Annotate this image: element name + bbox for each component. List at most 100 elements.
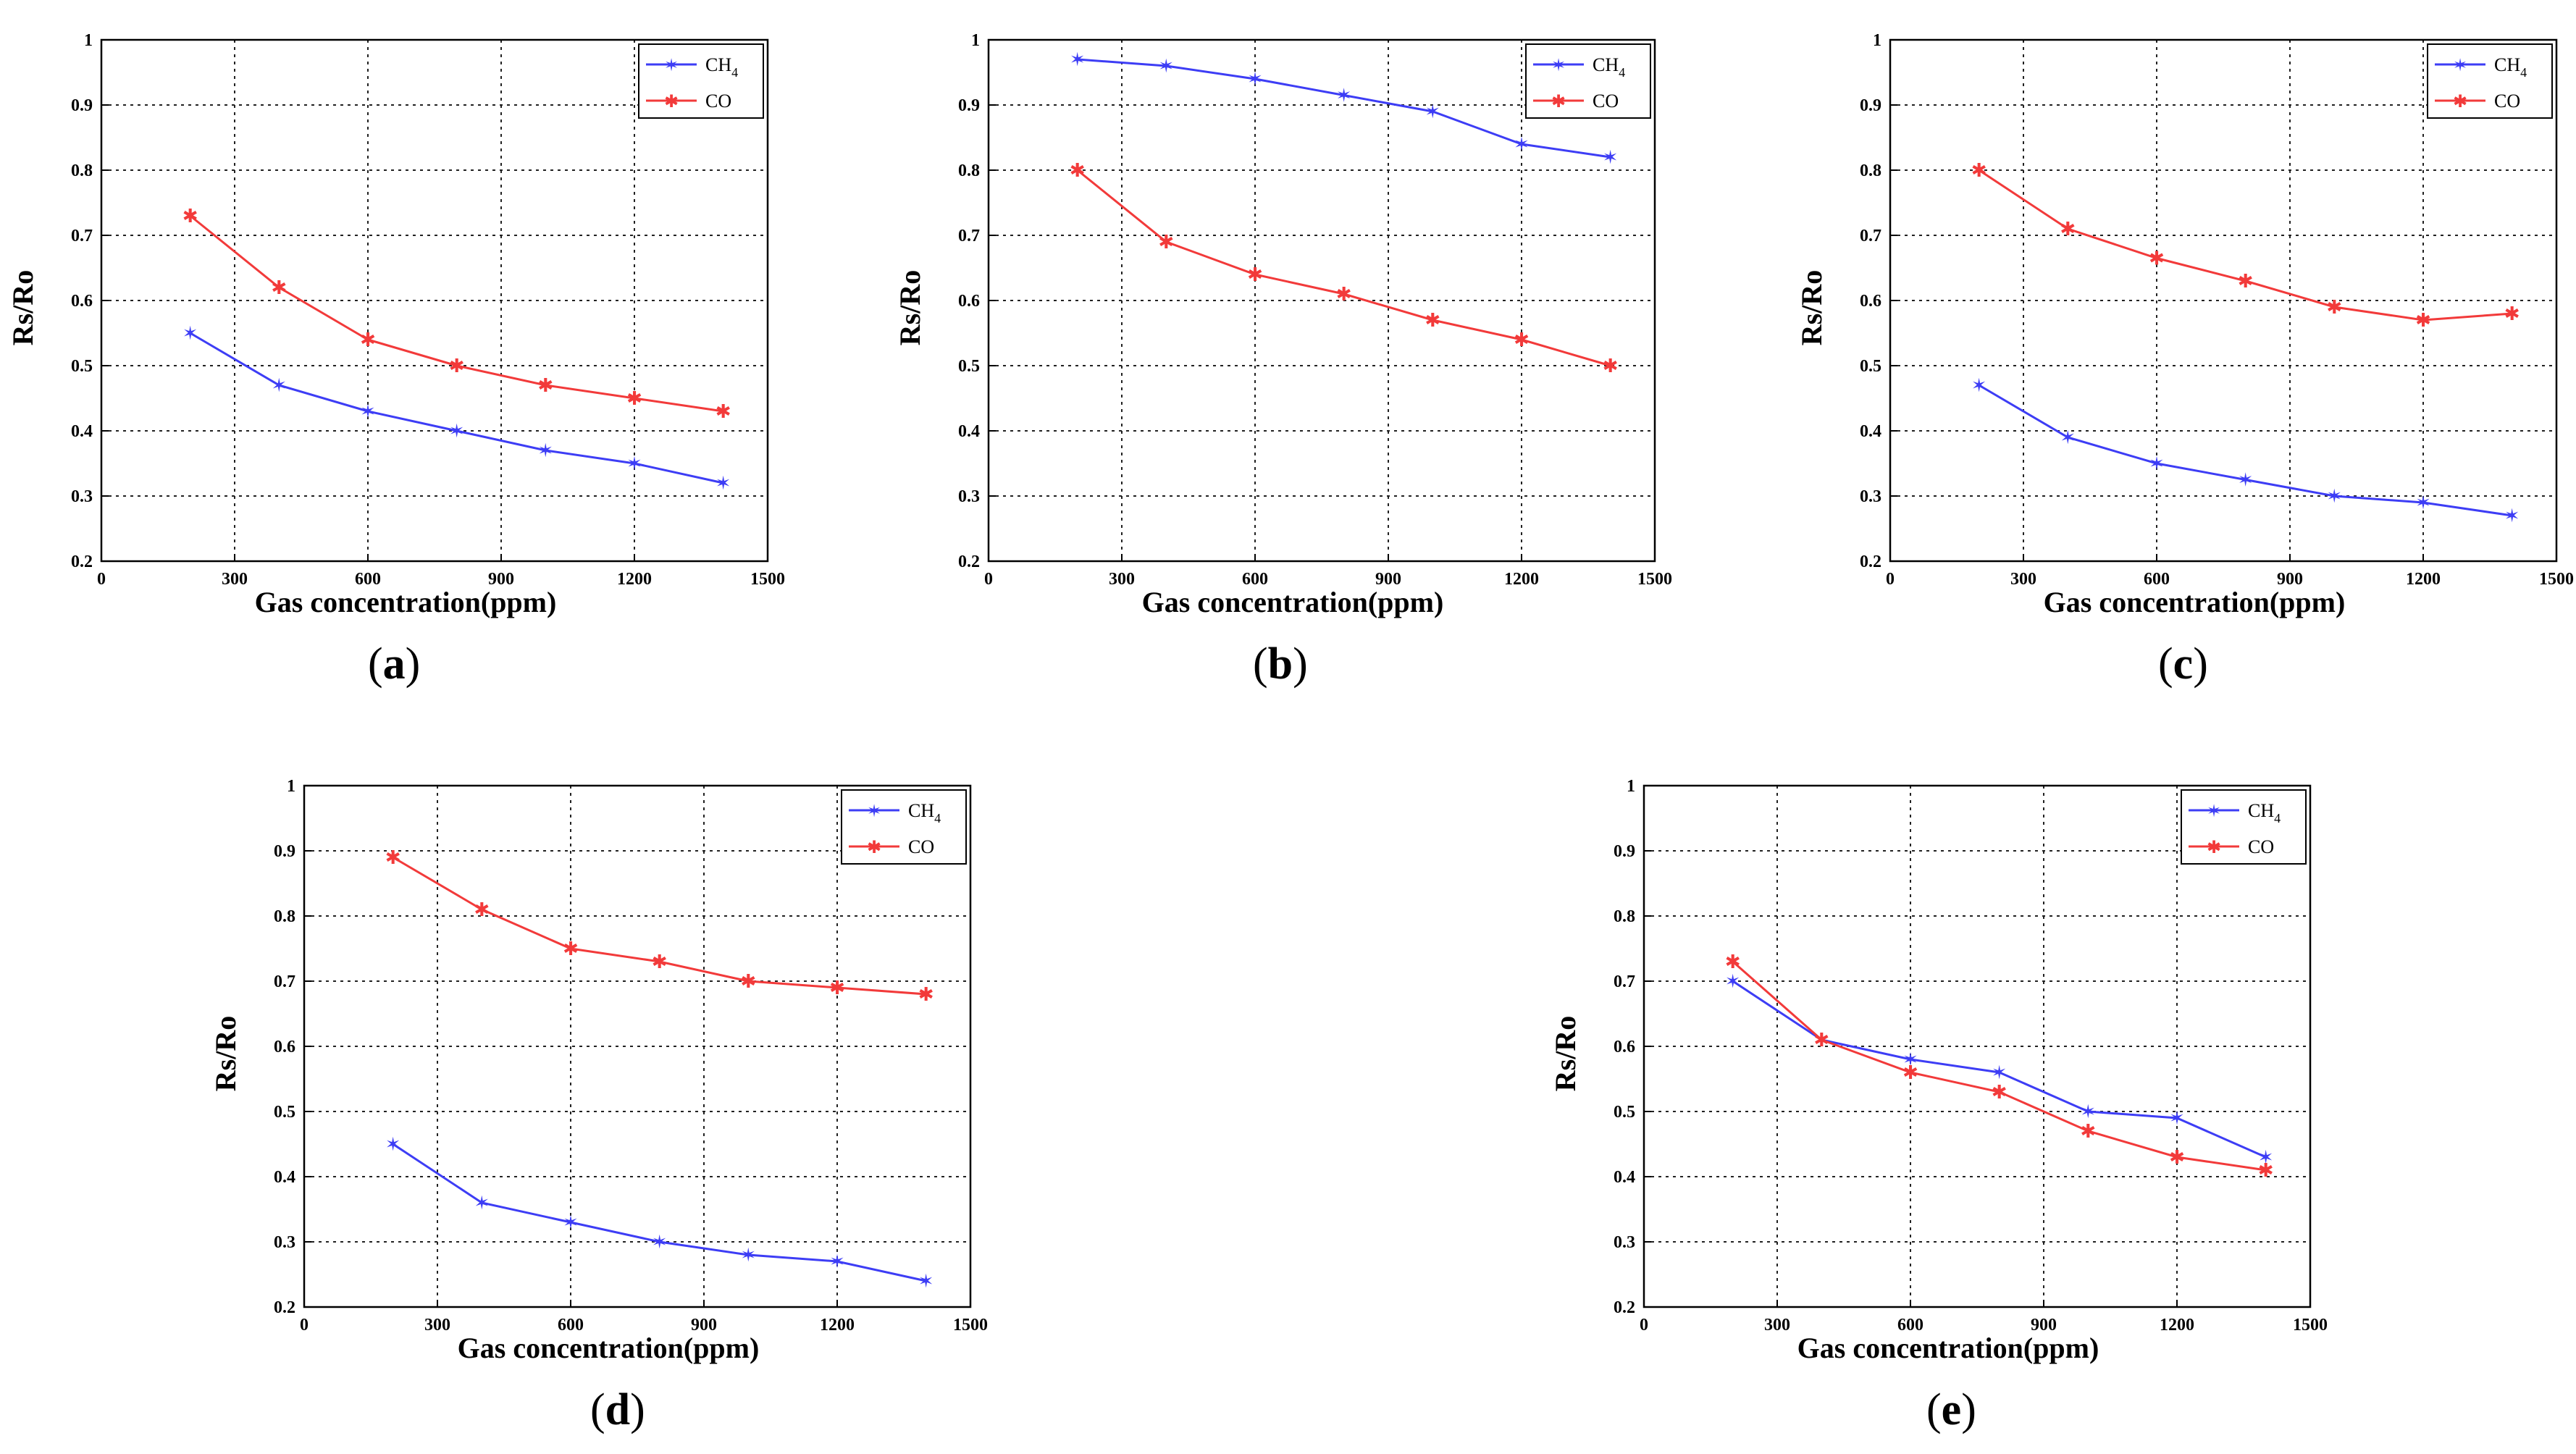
y-tick-label-d: 0.6 [274,1038,295,1056]
data-point-co-c: ✱ [2149,248,2165,270]
data-point-co-e: ✱ [2080,1121,2096,1143]
caption-a: (a) [368,639,421,689]
series-line-co-c [1978,169,2512,322]
legend-label-ch4-a: CH4 [705,54,738,80]
x-axis-label-a: Gas concentration(ppm) [255,586,557,618]
y-tick-label-d: 0.8 [274,907,295,926]
x-tick-label-c: 0 [1886,570,1895,589]
legend-marker-ch4-a: ✶ [664,55,679,75]
panel-b: 0 300 600 900 1200 1500 0.2 0.3 0.4 0.5 0.6 0.7 0.8 0… [887,0,1672,710]
y-tick-label-d: 0.3 [274,1233,295,1252]
x-tick-label-b: 1200 [1504,570,1539,589]
legend-label-main: CH [705,54,731,75]
data-point-ch4-a: ✶ [716,473,731,495]
x-tick-label-c: 1200 [2406,570,2441,589]
x-tick-label-b: 1500 [1637,570,1672,589]
legend-label-main: CH [2248,800,2274,821]
data-point-ch4-a: ✶ [182,323,198,345]
data-point-co-e: ✱ [1725,951,1741,973]
x-tick-label-a: 600 [355,570,381,589]
y-tick-label-b: 0.2 [958,552,980,571]
legend-marker-co-d: ✱ [867,837,881,857]
y-tick-label-a: 0.6 [71,292,93,311]
series-line-ch4-d [392,1143,926,1282]
data-point-ch4-b: ✶ [1425,101,1440,123]
data-point-ch4-b: ✶ [1158,56,1174,77]
data-point-ch4-e: ✶ [2080,1101,2096,1123]
x-tick-label-d: 900 [691,1316,717,1335]
series-line-co-a [189,214,723,413]
legend-label-co-b: CO [1593,91,1619,112]
data-point-co-d: ✱ [652,951,668,973]
legend-box-e [2181,789,2307,865]
y-tick-label-e: 0.4 [1614,1168,1635,1187]
legend-marker-ch4-e: ✶ [2207,801,2221,821]
chart-e: 0 300 600 900 1200 1500 0.2 0.3 0.4 0.5 0.6 0.7 0.8 0… [1549,777,2328,1364]
x-tick-label-d: 1500 [953,1316,988,1335]
data-point-co-e: ✱ [1813,1030,1829,1051]
legend-marker-ch4-d: ✶ [867,801,881,821]
x-tick-label-b: 600 [1242,570,1268,589]
data-point-ch4-c: ✶ [2238,470,2254,492]
data-point-ch4-c: ✶ [2060,427,2076,449]
caption-d-letter: d [605,1385,631,1434]
chart-c: 0 300 600 900 1200 1500 0.2 0.3 0.4 0.5 0.6 0.7 0.8 0… [1795,31,2574,618]
y-tick-label-d: 0.2 [274,1298,295,1317]
data-point-ch4-c: ✶ [1971,375,1987,397]
data-point-ch4-b: ✶ [1514,134,1530,156]
series-line-co-d [392,856,926,996]
x-tick-label-b: 300 [1109,570,1135,589]
data-point-co-b: ✱ [1336,284,1352,306]
y-tick-label-b: 0.4 [958,422,980,441]
x-tick-label-e: 1500 [2293,1316,2328,1335]
y-tick-label-e: 0.9 [1614,842,1635,861]
legend-label-subscript: 4 [1619,65,1625,80]
y-tick-label-d: 0.5 [274,1103,295,1122]
y-tick-label-d: 0.9 [274,842,295,861]
data-point-co-b: ✱ [1603,356,1619,377]
x-tick-label-d: 600 [558,1316,584,1335]
data-point-ch4-d: ✶ [652,1232,668,1253]
y-axis-label-e: Rs/Ro [1549,1016,1582,1091]
y-tick-label-a: 0.2 [71,552,93,571]
y-tick-label-e: 0.7 [1614,972,1635,991]
y-tick-label-d: 1 [287,777,295,796]
data-point-ch4-e: ✶ [1725,971,1741,993]
panel-a: 0 300 600 900 1200 1500 0.2 0.3 0.4 0.5 0.6 0.7 0.8 0… [0,0,785,710]
x-tick-label-e: 900 [2031,1316,2057,1335]
data-point-co-a: ✱ [716,401,731,423]
legend-marker-co-b: ✱ [1551,91,1566,112]
legend-label-subscript: 4 [2274,811,2281,825]
x-axis-label-e: Gas concentration(ppm) [1797,1332,2099,1364]
caption-a-letter: a [382,639,406,689]
y-tick-label-a: 0.8 [71,161,93,180]
data-point-ch4-e: ✶ [1902,1049,1918,1071]
caption-b: (b) [1253,639,1308,689]
x-tick-label-c: 600 [2144,570,2170,589]
data-point-co-c: ✱ [2504,303,2520,325]
data-point-ch4-a: ✶ [360,401,376,423]
y-tick-label-c: 0.5 [1860,357,1881,376]
series-line-ch4-b [1077,58,1611,159]
y-axis-label-b: Rs/Ro [894,270,926,345]
data-point-ch4-e: ✶ [1992,1062,2007,1084]
caption-b-letter: b [1267,639,1293,689]
y-tick-label-d: 0.4 [274,1168,295,1187]
data-point-co-e: ✱ [2258,1160,2274,1182]
x-tick-label-d: 0 [300,1316,309,1335]
x-tick-label-a: 0 [97,570,106,589]
data-point-co-d: ✱ [563,938,579,960]
data-point-ch4-b: ✶ [1603,147,1619,169]
legend-label-co-a: CO [705,91,731,112]
data-point-co-b: ✱ [1070,160,1086,182]
data-point-ch4-d: ✶ [385,1134,401,1156]
chart-a: 0 300 600 900 1200 1500 0.2 0.3 0.4 0.5 0.6 0.7 0.8 0… [7,31,785,618]
y-tick-label-b: 0.9 [958,96,980,115]
data-point-co-b: ✱ [1158,232,1174,253]
x-tick-label-e: 1200 [2160,1316,2194,1335]
x-axis-label-c: Gas concentration(ppm) [2044,586,2346,618]
data-point-ch4-e: ✶ [2258,1147,2274,1169]
y-tick-label-e: 0.6 [1614,1038,1635,1056]
series-line-ch4-c [1978,384,2512,517]
x-tick-label-a: 300 [222,570,248,589]
